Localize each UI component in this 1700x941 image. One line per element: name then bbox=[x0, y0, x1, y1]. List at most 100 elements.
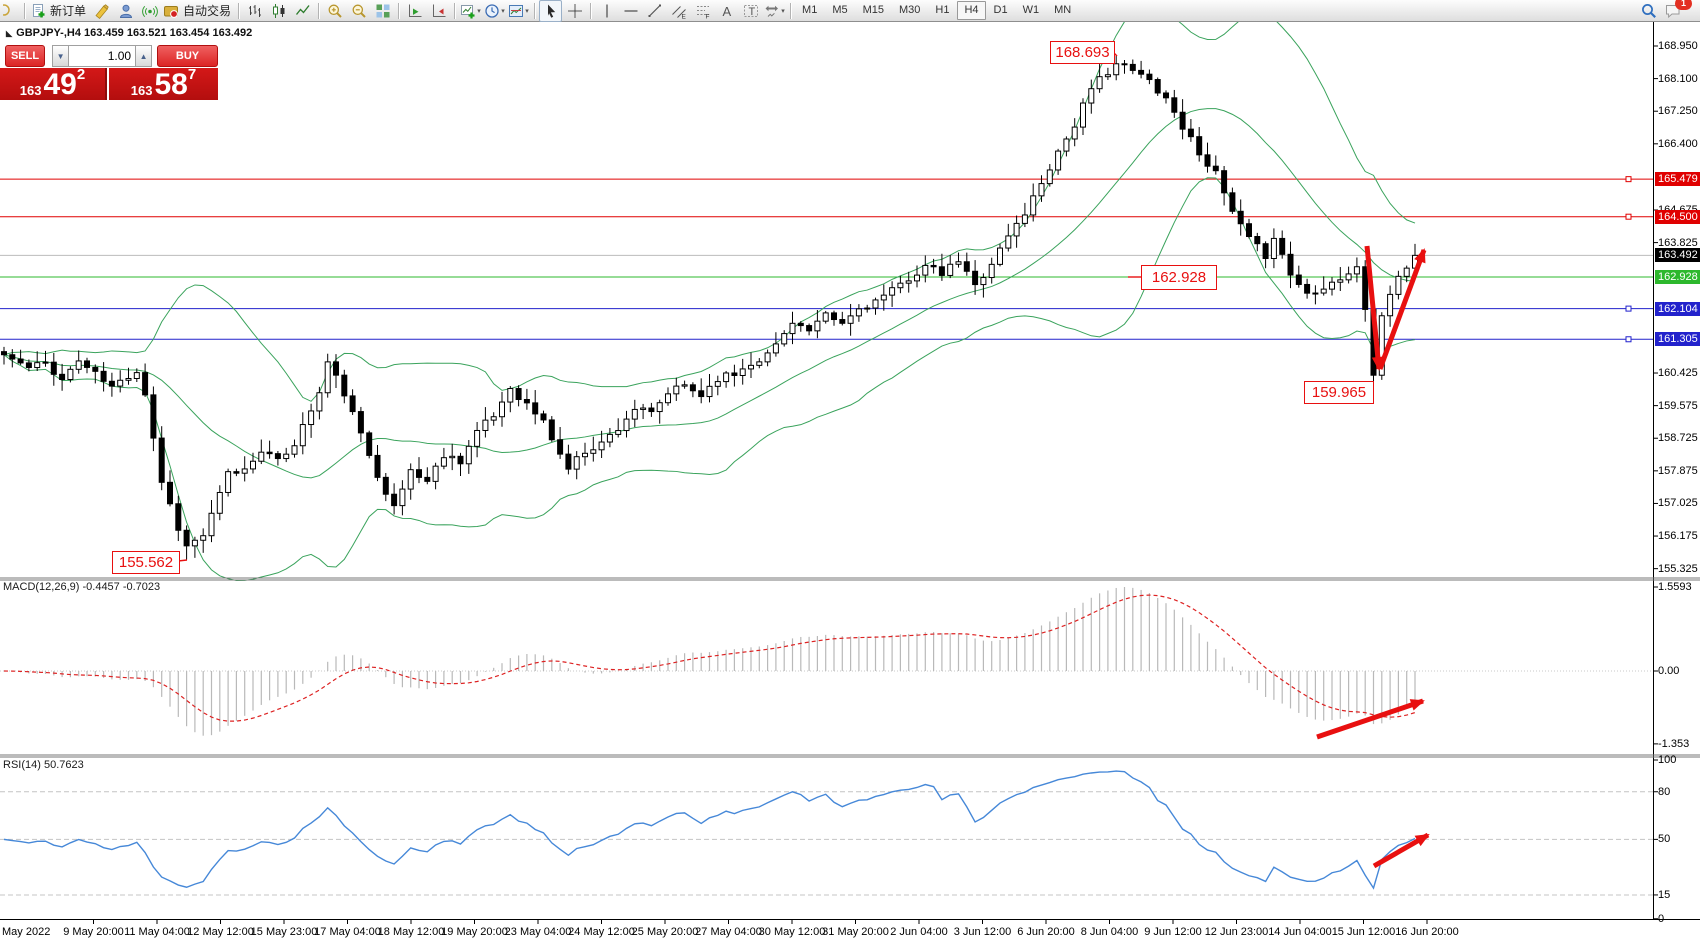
trendline-tool-button[interactable] bbox=[643, 1, 666, 21]
tab-m5[interactable]: M5 bbox=[832, 4, 848, 16]
svg-text:E: E bbox=[681, 13, 686, 19]
quote-header: ◣ GBPJPY-,H4 163.459 163.521 163.454 163.… bbox=[6, 27, 252, 39]
price-annotation[interactable]: 155.562 bbox=[112, 551, 180, 574]
tile-windows-button[interactable] bbox=[371, 1, 394, 21]
level-price-label: 162.928 bbox=[1655, 270, 1700, 284]
fibonacci-tool-button[interactable]: F bbox=[691, 1, 714, 21]
sell-button[interactable]: SELL bbox=[5, 45, 46, 67]
ask-price-display[interactable]: 163 58 7 bbox=[109, 67, 218, 101]
volume-decrease-button[interactable]: ▼ bbox=[52, 45, 70, 67]
buy-button[interactable]: BUY bbox=[157, 45, 218, 67]
toolbar-separator bbox=[318, 2, 320, 19]
signals-button[interactable] bbox=[138, 1, 161, 21]
time-axis-label: 16 Jun 20:00 bbox=[1395, 926, 1459, 938]
signal-icon bbox=[141, 5, 158, 17]
price-annotation[interactable]: 162.928 bbox=[1141, 265, 1217, 290]
svg-text:T: T bbox=[748, 6, 755, 18]
fibonacci-icon: F bbox=[696, 5, 709, 19]
line-chart-button[interactable] bbox=[291, 1, 314, 21]
market-watch-button[interactable] bbox=[114, 1, 137, 21]
trendline-icon bbox=[648, 4, 661, 17]
macd-axis-label: 1.5593 bbox=[1658, 581, 1692, 593]
current-price-label: 163.492 bbox=[1655, 248, 1700, 263]
auto-trading-label[interactable]: 自动交易 bbox=[183, 4, 232, 18]
volume-input[interactable] bbox=[69, 45, 136, 67]
time-axis-label: 19 May 20:00 bbox=[441, 926, 508, 938]
time-axis-label: 25 May 20:00 bbox=[631, 926, 699, 938]
bar-chart-button[interactable] bbox=[243, 1, 266, 21]
zoom-out-button[interactable] bbox=[347, 1, 370, 21]
indicators-button[interactable]: ▾ bbox=[459, 1, 482, 21]
zoom-in-icon bbox=[328, 4, 342, 18]
search-button[interactable] bbox=[1637, 1, 1660, 21]
tab-d1[interactable]: D1 bbox=[993, 4, 1008, 16]
svg-text:A: A bbox=[722, 4, 731, 19]
new-order-label[interactable]: 新订单 bbox=[50, 4, 87, 18]
chart-shift-icon bbox=[432, 4, 446, 17]
chart-shift-button[interactable] bbox=[427, 1, 450, 21]
svg-text:F: F bbox=[705, 13, 709, 19]
channel-tool-button[interactable]: E bbox=[667, 1, 690, 21]
tab-m30[interactable]: M30 bbox=[899, 4, 921, 16]
time-axis-label: 18 May 12:00 bbox=[377, 926, 445, 938]
price-annotation[interactable]: 159.965 bbox=[1304, 381, 1374, 404]
clipped-toolbar-icon[interactable] bbox=[2, 1, 20, 21]
tab-m1[interactable]: M1 bbox=[802, 4, 818, 16]
add-indicator-icon bbox=[461, 4, 475, 18]
crosshair-tool-button[interactable] bbox=[563, 1, 586, 21]
vertical-line-tool-button[interactable] bbox=[595, 1, 618, 21]
auto-scroll-icon bbox=[408, 4, 422, 17]
level-price-label: 164.500 bbox=[1655, 209, 1700, 224]
price-tick-label: 158.725 bbox=[1658, 432, 1698, 445]
new-order-button[interactable] bbox=[29, 1, 47, 21]
macd-axis-label: 0.00 bbox=[1658, 665, 1680, 677]
bid-price-display[interactable]: 163 49 2 bbox=[0, 67, 108, 100]
clipped-icon bbox=[3, 3, 10, 16]
zoom-in-button[interactable] bbox=[323, 1, 346, 21]
time-axis-label: 6 Jun 20:00 bbox=[1017, 926, 1075, 938]
rsi-axis-label: 50 bbox=[1658, 833, 1671, 846]
price-tick-label: 166.400 bbox=[1658, 137, 1698, 150]
price-tick-label: 168.100 bbox=[1658, 72, 1698, 85]
price-tick-label: 156.175 bbox=[1658, 530, 1698, 543]
time-axis-label: 14 Jun 04:00 bbox=[1268, 926, 1332, 938]
level-price-label: 165.479 bbox=[1655, 172, 1700, 187]
auto-trading-button[interactable] bbox=[162, 1, 180, 21]
rsi-axis-label: 100 bbox=[1658, 754, 1677, 766]
line-chart-icon bbox=[295, 4, 310, 15]
ask-big: 58 bbox=[154, 68, 188, 101]
horizontal-line-tool-button[interactable] bbox=[619, 1, 642, 21]
price-annotation[interactable]: 168.693 bbox=[1050, 41, 1115, 64]
tab-h4[interactable]: H4 bbox=[957, 1, 986, 20]
time-axis-label: 8 Jun 04:00 bbox=[1080, 926, 1139, 938]
styles-button[interactable] bbox=[90, 1, 113, 21]
macd-title: MACD(12,26,9) -0.4457 -0.7023 bbox=[3, 581, 161, 593]
auto-scroll-button[interactable] bbox=[403, 1, 426, 21]
time-axis-label: 27 May 04:00 bbox=[695, 926, 762, 938]
text-tool-button[interactable]: A bbox=[715, 1, 738, 21]
volume-increase-button[interactable]: ▲ bbox=[135, 45, 153, 67]
arrows-tool-button[interactable]: ▾ bbox=[763, 1, 786, 21]
candlestick-chart-button[interactable] bbox=[267, 1, 290, 21]
channel-icon: E bbox=[671, 5, 686, 19]
templates-button[interactable]: ▾ bbox=[507, 1, 530, 21]
tab-h1[interactable]: H1 bbox=[935, 4, 950, 16]
toolbar-separator bbox=[238, 2, 240, 19]
crosshair-icon bbox=[567, 3, 582, 18]
profile-icon bbox=[119, 4, 132, 18]
rsi-axis-label: 15 bbox=[1658, 888, 1671, 901]
candlestick-icon bbox=[272, 3, 285, 18]
notifications-button[interactable]: 1 bbox=[1661, 0, 1692, 21]
tab-w1[interactable]: W1 bbox=[1022, 4, 1040, 16]
price-tick-label: 168.950 bbox=[1658, 40, 1698, 52]
tab-mn[interactable]: MN bbox=[1054, 4, 1072, 16]
periods-button[interactable]: ▾ bbox=[483, 1, 506, 21]
cursor-tool-button[interactable] bbox=[539, 0, 563, 22]
toolbar-separator bbox=[790, 2, 792, 19]
text-label-tool-button[interactable]: T bbox=[739, 1, 762, 21]
tab-m15[interactable]: M15 bbox=[862, 4, 884, 16]
chevron-down-icon: ▾ bbox=[781, 7, 785, 15]
toolbar-separator bbox=[590, 2, 592, 19]
time-axis-label: May 2022 bbox=[2, 926, 51, 938]
